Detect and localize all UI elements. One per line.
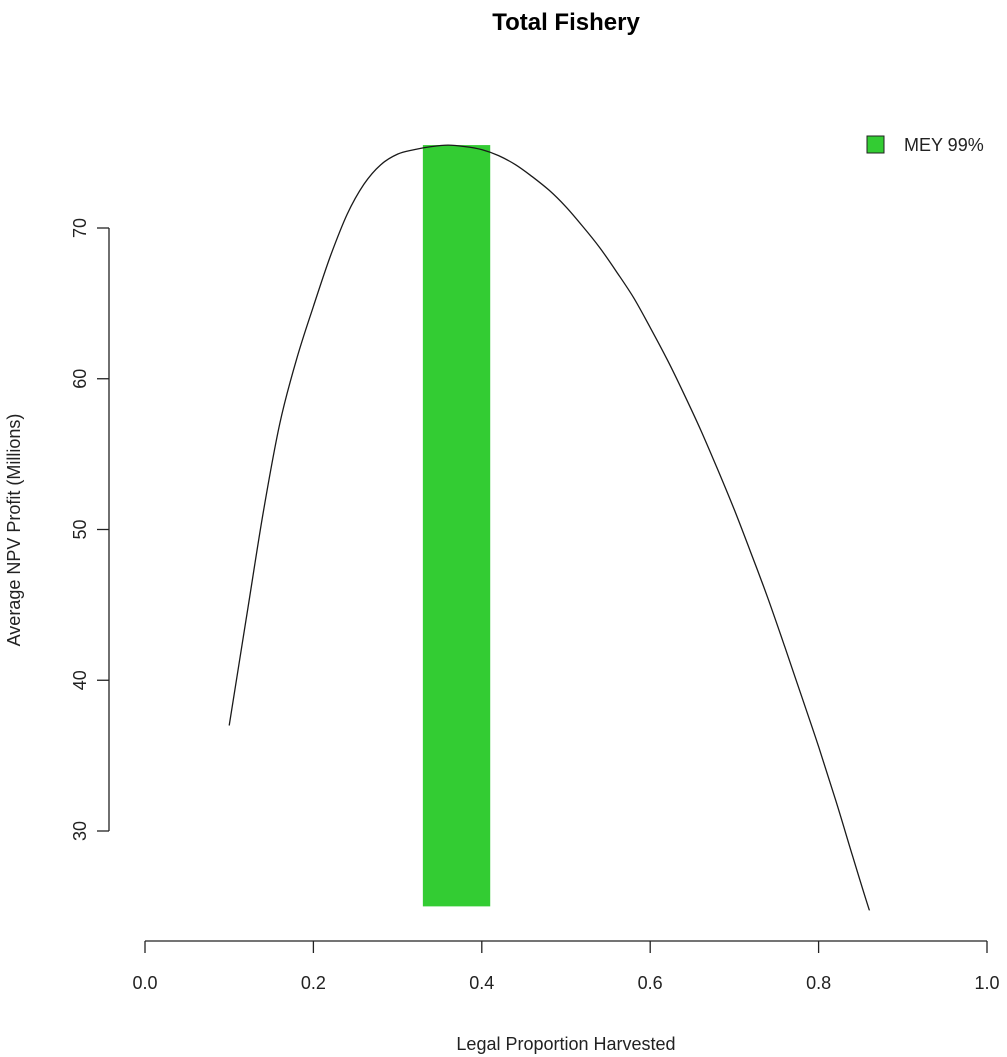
npv-profit-curve: [228, 144, 871, 911]
x-tick-label: 0.4: [469, 973, 494, 993]
legend-swatch: [866, 135, 885, 154]
y-tick-label: 40: [70, 670, 90, 690]
x-tick-label: 1.0: [974, 973, 999, 993]
y-tick-label: 70: [70, 218, 90, 238]
chart-title: Total Fishery: [492, 9, 640, 36]
mey-band: [422, 145, 491, 907]
y-axis-label: Average NPV Profit (Millions): [4, 414, 24, 647]
y-tick-label: 50: [70, 519, 90, 539]
y-tick-label: 60: [70, 369, 90, 389]
legend: MEY 99%: [866, 135, 984, 155]
x-tick-label: 0.6: [638, 973, 663, 993]
legend-label: MEY 99%: [904, 135, 984, 155]
plot-area: [228, 144, 871, 911]
y-axis: 30 40 50 60 70: [70, 218, 110, 841]
x-tick-label: 0.2: [301, 973, 326, 993]
x-axis-label: Legal Proportion Harvested: [456, 1034, 675, 1054]
x-axis: 0.0 0.2 0.4 0.6 0.8 1.0: [132, 940, 1000, 993]
x-tick-label: 0.0: [132, 973, 157, 993]
y-tick-label: 30: [70, 821, 90, 841]
x-tick-label: 0.8: [806, 973, 831, 993]
